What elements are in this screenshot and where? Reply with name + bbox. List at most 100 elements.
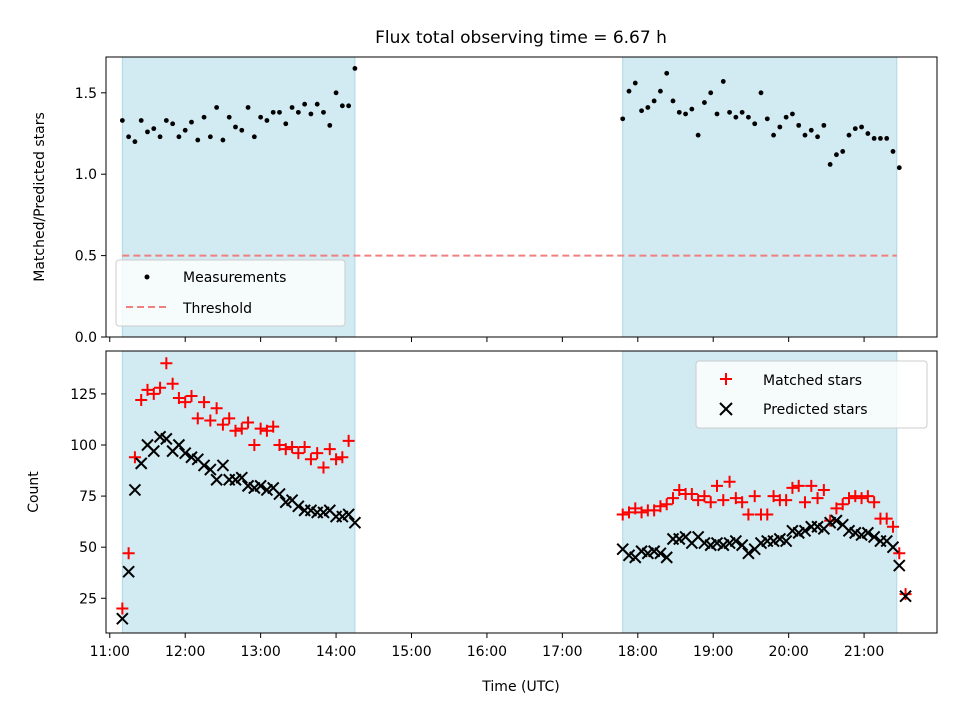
point-measurements <box>777 124 783 130</box>
x-tick-label: 15:00 <box>391 644 431 660</box>
point-matched-stars <box>742 508 755 521</box>
point-measurements <box>626 88 632 94</box>
point-matched-stars <box>292 447 305 460</box>
point-measurements <box>170 121 176 127</box>
point-measurements <box>182 127 188 133</box>
point-matched-stars <box>666 492 679 505</box>
point-measurements <box>790 111 795 117</box>
point-matched-stars <box>886 520 899 533</box>
x-axis-label: Time (UTC) <box>481 679 559 695</box>
x-tick-label: 17:00 <box>542 644 582 660</box>
point-measurements <box>651 98 657 104</box>
x-tick-label: 13:00 <box>240 644 280 660</box>
point-matched-stars <box>248 439 261 451</box>
point-matched-stars <box>622 506 635 519</box>
point-matched-stars <box>254 422 267 435</box>
point-predicted-stars <box>861 526 875 540</box>
point-matched-stars <box>616 508 629 521</box>
point-matched-stars <box>166 377 179 390</box>
point-matched-stars <box>648 504 661 517</box>
point-predicted-stars <box>292 500 305 513</box>
point-measurements <box>270 109 276 115</box>
point-matched-stars <box>128 451 141 464</box>
point-matched-stars <box>761 508 774 521</box>
x-tick-label: 20:00 <box>768 644 808 660</box>
point-measurements <box>639 108 644 114</box>
point-measurements <box>233 124 238 130</box>
point-predicted-stars <box>830 514 843 527</box>
point-matched-stars <box>116 602 129 615</box>
point-measurements <box>352 65 358 71</box>
point-measurements <box>201 114 207 120</box>
point-matched-stars <box>216 418 229 431</box>
top-plot-frame <box>105 56 938 338</box>
y-tick-label: 0.5 <box>75 249 97 265</box>
point-predicted-stars <box>886 540 900 554</box>
point-matched-stars <box>122 547 135 560</box>
point-measurements <box>859 124 864 130</box>
point-measurements <box>739 109 745 115</box>
point-matched-stars <box>698 490 711 503</box>
point-measurements <box>151 126 157 132</box>
point-predicted-stars <box>899 590 912 603</box>
point-matched-stars <box>235 422 248 435</box>
top-legend: Measurements Threshold <box>115 259 346 327</box>
point-matched-stars <box>817 483 830 496</box>
point-predicted-stars <box>735 538 749 552</box>
top-y-axis-label: Matched/Predicted stars <box>32 112 48 282</box>
y-tick-label: 75 <box>79 489 97 505</box>
point-measurements <box>846 132 852 138</box>
point-measurements <box>758 90 764 96</box>
point-measurements <box>258 114 264 120</box>
point-measurements <box>251 134 257 140</box>
legend-label-predicted-stars: Predicted stars <box>763 402 868 418</box>
point-measurements <box>245 105 251 110</box>
point-matched-stars <box>141 383 154 396</box>
point-predicted-stars <box>204 463 217 476</box>
point-matched-stars <box>260 424 273 437</box>
chart-title: Flux total observing time = 6.67 h <box>375 28 667 48</box>
point-matched-stars <box>279 443 292 456</box>
point-measurements <box>896 165 902 171</box>
point-measurements <box>645 105 651 110</box>
point-predicted-stars <box>660 551 673 564</box>
x-tick-label: 21:00 <box>844 644 884 660</box>
shaded-interval-1 <box>121 350 356 634</box>
point-measurements <box>339 103 345 109</box>
point-predicted-stars <box>348 516 362 529</box>
point-measurements <box>333 90 339 96</box>
point-measurements <box>702 100 707 105</box>
point-matched-stars <box>685 488 698 501</box>
point-measurements <box>840 149 846 154</box>
point-matched-stars <box>717 494 730 507</box>
point-measurements <box>821 122 827 128</box>
bottom-panel: 25 50 75 100 125 11:00 12:00 13:00 14:00 15:00 16… <box>26 350 938 660</box>
point-matched-stars <box>229 424 242 437</box>
point-measurements <box>714 111 720 117</box>
point-measurements <box>126 134 132 140</box>
point-matched-stars <box>830 502 843 515</box>
point-matched-stars <box>729 492 742 505</box>
point-measurements <box>314 101 320 107</box>
point-measurements <box>808 127 814 133</box>
legend-label-threshold: Threshold <box>182 301 252 317</box>
point-matched-stars <box>880 512 893 525</box>
point-matched-stars <box>204 414 217 427</box>
bottom-plot-frame <box>105 350 938 634</box>
point-measurements <box>720 79 726 84</box>
point-matched-stars <box>198 396 211 409</box>
bottom-legend-box <box>695 360 928 429</box>
point-predicted-stars <box>172 438 186 452</box>
legend-marker-measurements <box>144 274 150 280</box>
point-predicted-stars <box>235 471 248 484</box>
point-matched-stars <box>629 502 642 515</box>
x-tick-label: 14:00 <box>316 644 356 660</box>
point-measurements <box>783 114 789 120</box>
point-predicted-stars <box>128 483 142 497</box>
point-predicted-stars <box>342 508 355 521</box>
point-measurements <box>163 118 169 123</box>
point-matched-stars <box>191 412 204 425</box>
point-matched-stars <box>154 381 167 394</box>
point-matched-stars <box>849 490 862 503</box>
